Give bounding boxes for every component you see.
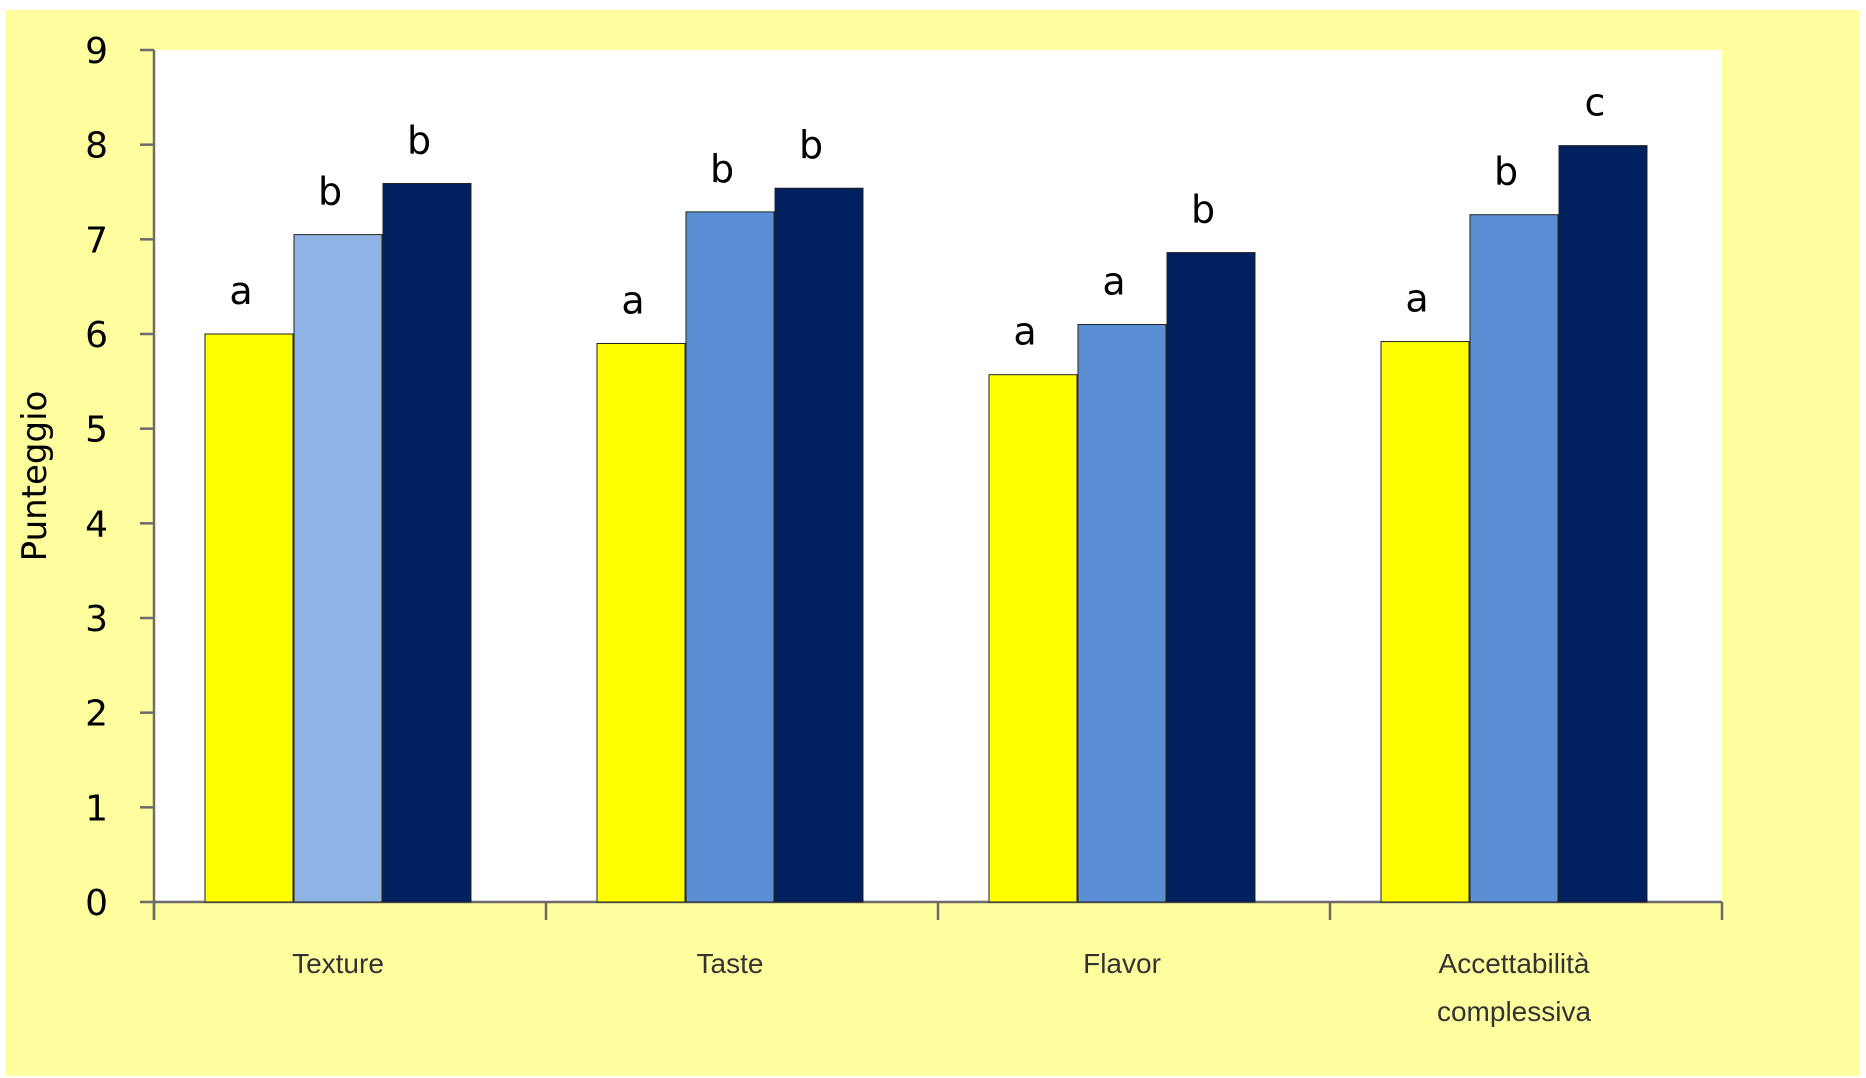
y-axis-label: Punteggio (15, 391, 55, 562)
category-label: Accettabilità (1439, 948, 1590, 979)
significance-label: c (1585, 81, 1606, 125)
significance-label: a (1013, 310, 1036, 354)
bar (988, 374, 1078, 903)
bar (382, 182, 472, 903)
bar (596, 342, 686, 903)
significance-label: a (229, 269, 252, 313)
significance-label: a (1102, 260, 1125, 304)
y-tick-label: 1 (85, 788, 108, 829)
y-tick-label: 5 (85, 410, 108, 451)
y-tick-label: 9 (85, 31, 108, 72)
significance-label: b (710, 147, 734, 191)
y-tick-label: 3 (85, 599, 108, 640)
bar (774, 187, 864, 903)
y-tick-label: 2 (85, 694, 108, 735)
significance-label: b (407, 118, 431, 162)
significance-label: a (621, 278, 644, 322)
y-tick-label: 8 (85, 126, 108, 167)
category-label: Texture (292, 948, 384, 979)
y-tick-label: 6 (85, 315, 108, 356)
significance-label: b (1191, 188, 1215, 232)
significance-label: b (799, 123, 823, 167)
category-label: Flavor (1083, 948, 1161, 979)
y-tick-label: 7 (85, 220, 108, 261)
significance-label: b (318, 170, 342, 214)
bar (204, 333, 294, 903)
y-tick-label: 4 (85, 504, 108, 545)
bar (1166, 252, 1256, 903)
bar (1380, 341, 1470, 903)
y-tick-label: 0 (85, 883, 108, 924)
significance-label: a (1405, 277, 1428, 321)
category-label: Taste (697, 948, 764, 979)
bar (1077, 324, 1167, 903)
bar (1558, 145, 1648, 903)
significance-label: b (1494, 150, 1518, 194)
bar (293, 234, 383, 903)
bar (1469, 214, 1559, 903)
category-label: complessiva (1437, 996, 1591, 1027)
bar (685, 211, 775, 903)
